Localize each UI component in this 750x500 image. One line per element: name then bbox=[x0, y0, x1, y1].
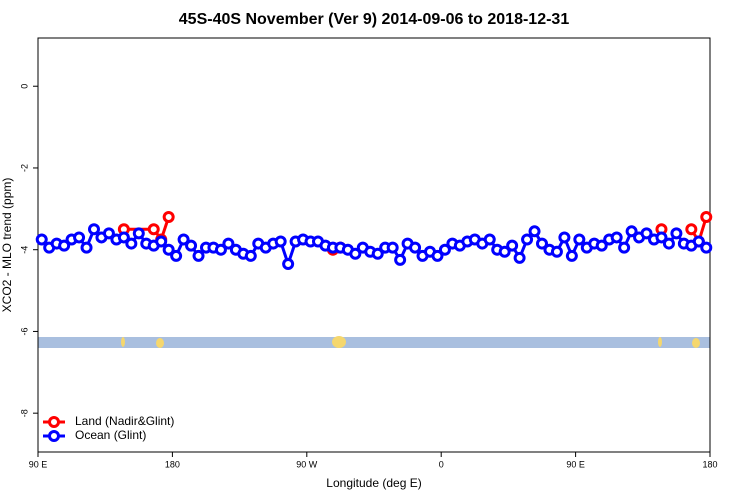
mask-land bbox=[156, 338, 164, 348]
legend-label: Ocean (Glint) bbox=[75, 428, 146, 442]
data-point bbox=[222, 237, 235, 250]
data-point bbox=[700, 241, 713, 254]
y-tick-label: -6 bbox=[19, 327, 29, 335]
data-point bbox=[640, 227, 653, 240]
x-axis-label: Longitude (deg E) bbox=[326, 476, 421, 490]
data-point bbox=[177, 233, 190, 246]
data-point bbox=[483, 233, 496, 246]
x-tick-label: 90 E bbox=[566, 459, 585, 469]
mask-land bbox=[332, 336, 346, 348]
data-point bbox=[685, 223, 698, 236]
y-axis-label: XCO2 - MLO trend (ppm) bbox=[0, 178, 14, 313]
data-point bbox=[162, 211, 175, 224]
data-point bbox=[394, 253, 407, 266]
data-point bbox=[371, 247, 384, 260]
data-point bbox=[147, 223, 160, 236]
data-point bbox=[162, 243, 175, 256]
land-mask bbox=[38, 336, 710, 348]
data-point bbox=[573, 233, 586, 246]
data-point bbox=[618, 241, 631, 254]
data-point bbox=[386, 241, 399, 254]
data-point bbox=[498, 245, 511, 258]
data-point bbox=[58, 239, 71, 252]
x-tick-label: 90 E bbox=[29, 459, 48, 469]
x-tick-label: 180 bbox=[165, 459, 180, 469]
mask-land bbox=[658, 337, 662, 347]
data-point bbox=[438, 243, 451, 256]
data-point bbox=[528, 225, 541, 238]
chart-title: 45S-40S November (Ver 9) 2014-09-06 to 2… bbox=[179, 11, 570, 28]
data-point bbox=[132, 227, 145, 240]
data-point bbox=[625, 225, 638, 238]
data-point bbox=[700, 211, 713, 224]
data-point bbox=[536, 237, 548, 250]
data-point bbox=[349, 247, 362, 260]
legend-marker bbox=[48, 430, 60, 442]
mask-band bbox=[38, 337, 710, 348]
data-point bbox=[73, 231, 86, 244]
data-point bbox=[662, 237, 675, 250]
data-point bbox=[274, 235, 287, 248]
data-point bbox=[550, 245, 563, 258]
y-tick-label: -2 bbox=[19, 164, 29, 172]
data-point bbox=[521, 233, 534, 246]
x-tick-label: 0 bbox=[439, 459, 444, 469]
data-point bbox=[117, 231, 130, 244]
data-point bbox=[282, 258, 295, 271]
data-point bbox=[170, 249, 183, 262]
data-point bbox=[506, 239, 519, 252]
mask-land bbox=[692, 338, 700, 348]
data-point bbox=[155, 235, 168, 248]
data-point bbox=[655, 231, 668, 244]
data-point bbox=[558, 231, 571, 244]
x-tick-label: 180 bbox=[702, 459, 717, 469]
data-point bbox=[88, 223, 100, 236]
data-point bbox=[692, 235, 705, 248]
data-point bbox=[102, 227, 115, 240]
legend-marker bbox=[48, 416, 60, 428]
data-point bbox=[192, 249, 205, 262]
data-point bbox=[185, 239, 198, 252]
y-tick-label: -8 bbox=[19, 409, 29, 417]
data-point bbox=[35, 233, 48, 246]
data-point bbox=[670, 227, 683, 240]
data-point bbox=[125, 237, 138, 250]
data-point bbox=[513, 251, 526, 264]
data-point bbox=[409, 241, 422, 254]
data-point bbox=[595, 239, 608, 252]
data-point bbox=[244, 249, 257, 262]
data-point bbox=[431, 249, 444, 262]
data-point bbox=[565, 249, 578, 262]
data-point bbox=[80, 241, 93, 254]
y-tick-label: -4 bbox=[19, 246, 29, 254]
data-point bbox=[610, 231, 623, 244]
y-tick-label: 0 bbox=[19, 84, 29, 89]
x-tick-label: 90 W bbox=[296, 459, 318, 469]
data-point bbox=[214, 243, 227, 256]
mask-land bbox=[121, 337, 125, 347]
legend-label: Land (Nadir&Glint) bbox=[75, 414, 174, 428]
